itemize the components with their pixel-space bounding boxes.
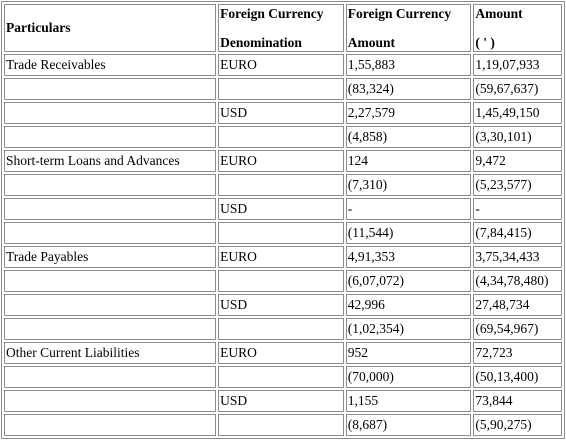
cell-particulars: Trade Receivables	[4, 54, 217, 76]
table-row: (7,310) (5,23,577)	[4, 174, 562, 196]
cell-amount: 1,45,49,150	[473, 102, 562, 124]
cell-amount: (5,90,275)	[473, 414, 562, 436]
cell-amount: 72,723	[473, 342, 562, 364]
cell-particulars	[4, 78, 217, 100]
cell-particulars: Other Current Liabilities	[4, 342, 217, 364]
table-row: Trade Receivables EURO 1,55,883 1,19,07,…	[4, 54, 562, 76]
header-denomination: Foreign Currency Denomination	[218, 4, 344, 52]
cell-amount: (50,13,400)	[473, 366, 562, 388]
cell-denomination	[218, 270, 344, 292]
cell-denomination	[218, 366, 344, 388]
table-row: USD - -	[4, 198, 562, 220]
cell-particulars: Short-term Loans and Advances	[4, 150, 217, 172]
cell-fc-amount: 42,996	[345, 294, 472, 316]
cell-fc-amount: 124	[345, 150, 472, 172]
cell-fc-amount: 1,155	[345, 390, 472, 412]
cell-amount: (5,23,577)	[473, 174, 562, 196]
cell-particulars	[4, 366, 217, 388]
table-row: USD 1,155 73,844	[4, 390, 562, 412]
cell-fc-amount: (83,324)	[345, 78, 472, 100]
cell-denomination: EURO	[218, 150, 344, 172]
cell-fc-amount: (8,687)	[345, 414, 472, 436]
cell-particulars	[4, 102, 217, 124]
cell-fc-amount: (11,544)	[345, 222, 472, 244]
header-particulars-label: Particulars	[6, 20, 71, 35]
cell-particulars	[4, 198, 217, 220]
cell-amount: -	[473, 198, 562, 220]
cell-particulars	[4, 222, 217, 244]
cell-particulars	[4, 318, 217, 340]
cell-denomination: USD	[218, 390, 344, 412]
cell-particulars	[4, 174, 217, 196]
header-fc-amount-line2: Amount	[347, 35, 396, 50]
cell-fc-amount: (4,858)	[345, 126, 472, 148]
cell-denomination	[218, 126, 344, 148]
cell-amount: 27,48,734	[473, 294, 562, 316]
table-row: USD 2,27,579 1,45,49,150	[4, 102, 562, 124]
cell-denomination	[218, 78, 344, 100]
table-row: (83,324) (59,67,637)	[4, 78, 562, 100]
table-row: Trade Payables EURO 4,91,353 3,75,34,433	[4, 246, 562, 268]
table-row: USD 42,996 27,48,734	[4, 294, 562, 316]
cell-denomination: EURO	[218, 342, 344, 364]
table-row: (11,544) (7,84,415)	[4, 222, 562, 244]
cell-fc-amount: 4,91,353	[345, 246, 472, 268]
cell-denomination: EURO	[218, 246, 344, 268]
cell-particulars	[4, 270, 217, 292]
table-row: (4,858) (3,30,101)	[4, 126, 562, 148]
cell-amount: 73,844	[473, 390, 562, 412]
cell-fc-amount: (1,02,354)	[345, 318, 472, 340]
cell-amount: (69,54,967)	[473, 318, 562, 340]
table-header-row: Particulars Foreign Currency Denominatio…	[4, 4, 562, 52]
cell-fc-amount: 1,55,883	[345, 54, 472, 76]
header-fc-amount: Foreign Currency Amount	[345, 4, 472, 52]
cell-amount: (4,34,78,480)	[473, 270, 562, 292]
cell-fc-amount: -	[345, 198, 472, 220]
cell-amount: 9,472	[473, 150, 562, 172]
cell-particulars	[4, 390, 217, 412]
cell-particulars	[4, 294, 217, 316]
cell-denomination	[218, 174, 344, 196]
foreign-currency-table: Particulars Foreign Currency Denominatio…	[1, 1, 565, 439]
table-row: (70,000) (50,13,400)	[4, 366, 562, 388]
cell-denomination: USD	[218, 102, 344, 124]
cell-denomination: USD	[218, 198, 344, 220]
table-row: (8,687) (5,90,275)	[4, 414, 562, 436]
header-amount-line1: Amount	[475, 6, 523, 21]
cell-fc-amount: 952	[345, 342, 472, 364]
cell-amount: (3,30,101)	[473, 126, 562, 148]
cell-amount: (59,67,637)	[473, 78, 562, 100]
cell-denomination	[218, 414, 344, 436]
cell-amount: 1,19,07,933	[473, 54, 562, 76]
cell-fc-amount: (6,07,072)	[345, 270, 472, 292]
header-amount: Amount ( ' )	[473, 4, 562, 52]
cell-amount: 3,75,34,433	[473, 246, 562, 268]
cell-fc-amount: 2,27,579	[345, 102, 472, 124]
cell-denomination: USD	[218, 294, 344, 316]
table-row: (6,07,072) (4,34,78,480)	[4, 270, 562, 292]
header-amount-line2: ( ' )	[475, 35, 495, 50]
header-particulars: Particulars	[4, 4, 217, 52]
cell-amount: (7,84,415)	[473, 222, 562, 244]
cell-particulars: Trade Payables	[4, 246, 217, 268]
cell-denomination	[218, 222, 344, 244]
table-row: Other Current Liabilities EURO 952 72,72…	[4, 342, 562, 364]
cell-particulars	[4, 414, 217, 436]
cell-fc-amount: (70,000)	[345, 366, 472, 388]
header-denomination-line2: Denomination	[220, 35, 302, 50]
table-row: (1,02,354) (69,54,967)	[4, 318, 562, 340]
header-denomination-line1: Foreign Currency	[220, 6, 324, 21]
cell-fc-amount: (7,310)	[345, 174, 472, 196]
cell-denomination	[218, 318, 344, 340]
cell-particulars	[4, 126, 217, 148]
header-fc-amount-line1: Foreign Currency	[347, 6, 452, 21]
table-row: Short-term Loans and Advances EURO 124 9…	[4, 150, 562, 172]
cell-denomination: EURO	[218, 54, 344, 76]
